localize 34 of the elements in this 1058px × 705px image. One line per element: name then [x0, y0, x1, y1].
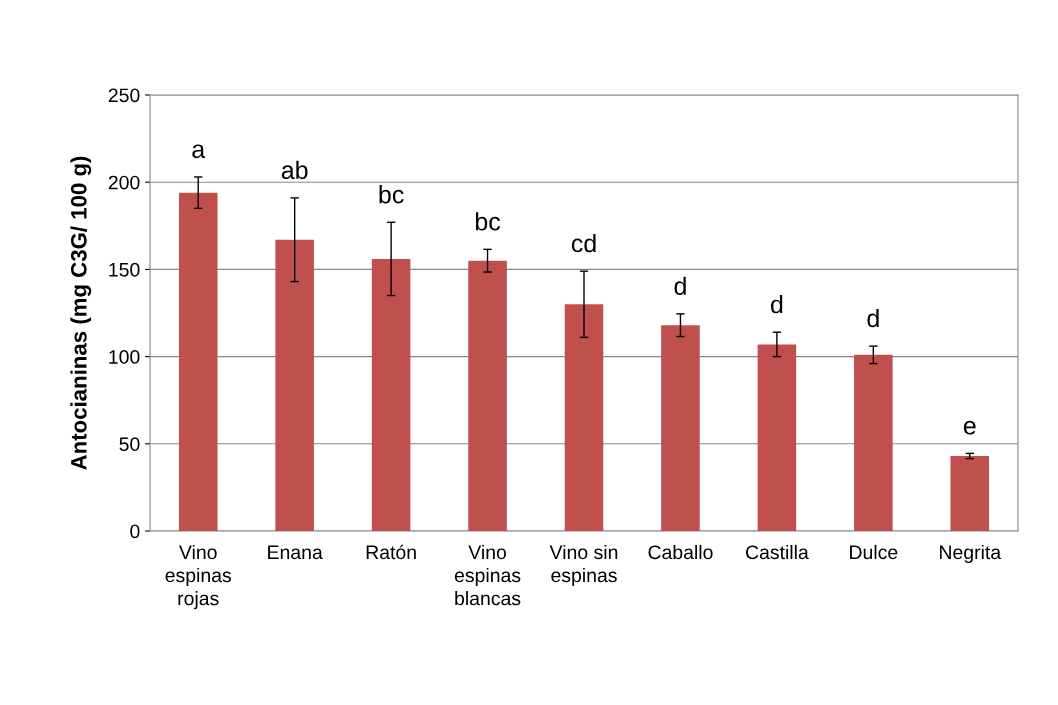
bar	[371, 258, 411, 531]
bar	[468, 260, 507, 531]
x-tick-label: Dulce	[850, 544, 898, 560]
x-tick-label: Castilla	[746, 544, 809, 560]
bar	[757, 344, 797, 531]
annotation: cd	[571, 233, 596, 253]
x-tick-label: Ratón	[366, 544, 416, 560]
annotation: d	[867, 308, 879, 328]
annotation: bc	[379, 185, 404, 204]
bar	[854, 354, 893, 531]
y-tick-label: 100	[109, 350, 140, 364]
bar	[564, 304, 604, 531]
bar	[661, 325, 700, 531]
bar	[275, 239, 314, 531]
annotation: ab	[281, 160, 308, 180]
annotation: bc	[475, 212, 501, 231]
y-tick-label: 200	[108, 175, 140, 190]
y-tick-label: 250	[108, 88, 140, 103]
x-tick-label: Vino espinas blancas	[454, 544, 521, 606]
y-axis-title: Antocianinas (mg C3G/ 100 g)	[70, 156, 92, 470]
annotation: d	[674, 276, 686, 296]
x-tick-label: Caballo	[648, 544, 713, 560]
x-tick-label: Vino sin espinas	[549, 544, 618, 587]
annotation: a	[192, 144, 206, 159]
bar	[178, 192, 218, 531]
y-tick-label: 0	[130, 524, 140, 539]
bar	[950, 456, 990, 531]
annotation: d	[770, 294, 783, 314]
x-tick-label: Negrita	[940, 544, 1002, 564]
y-tick-label: 150	[109, 262, 140, 277]
annotation: e	[963, 420, 976, 435]
x-tick-label: Vino espinas rojas	[165, 544, 232, 610]
y-tick-label: 50	[119, 437, 140, 452]
x-tick-label: Enana	[268, 545, 323, 560]
